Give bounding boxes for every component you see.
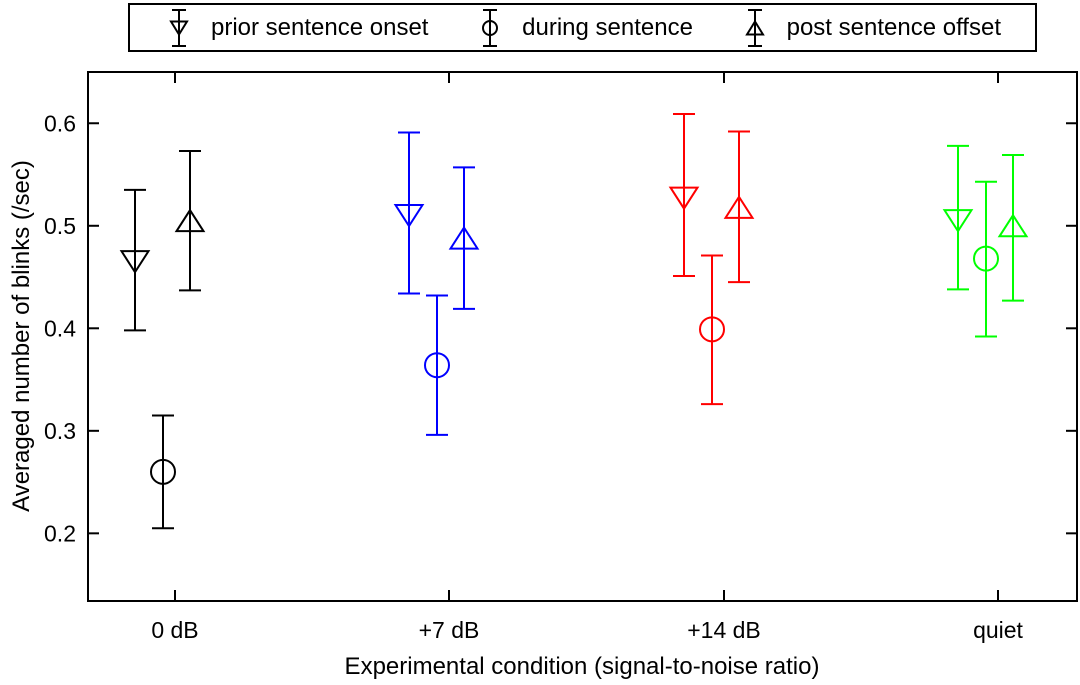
- triangle-down-errorbar-icon: [169, 8, 189, 47]
- legend-item-prior-sentence-onset: prior sentence onset: [164, 7, 428, 49]
- errorbar-during-sentence-quiet: [973, 180, 999, 338]
- x-tick-label-7-db: +7 dB: [419, 617, 480, 643]
- y-tick-label-0-5: 0.5: [44, 213, 76, 239]
- triangle-down-marker-icon: [169, 20, 189, 36]
- circle-marker-icon: [150, 458, 176, 485]
- triangle-up-marker-icon: [174, 208, 206, 233]
- circle-marker-icon: [482, 19, 499, 36]
- circle-marker-icon: [699, 316, 725, 343]
- triangle-down-marker-icon: [393, 204, 425, 228]
- errorbar-post-sentence-offset-14-db: [723, 130, 755, 284]
- errorbar-during-sentence-0-db: [150, 414, 176, 530]
- x-tick-label-14-db: +14 dB: [687, 617, 761, 643]
- legend-item-post-sentence-offset: post sentence offset: [740, 7, 1001, 49]
- triangle-up-marker-icon: [744, 19, 765, 35]
- triangle-down-marker-icon: [668, 186, 700, 211]
- legend-item-label: prior sentence onset: [211, 13, 429, 41]
- circle-marker-icon: [424, 352, 450, 379]
- y-tick-label-0-3: 0.3: [44, 418, 76, 444]
- legend-item-during-sentence: during sentence: [475, 7, 693, 49]
- triangle-up-marker-icon: [448, 225, 480, 250]
- circle-errorbar-icon: [482, 8, 499, 47]
- errorbar-during-sentence-14-db: [699, 254, 725, 406]
- y-tick-label-0-2: 0.2: [44, 520, 76, 546]
- errorbar-prior-sentence-onset-quiet: [942, 144, 974, 291]
- y-tick-label-0-4: 0.4: [44, 315, 76, 341]
- errorbar-post-sentence-offset-7-db: [448, 166, 480, 310]
- errorbar-during-sentence-7-db: [424, 294, 450, 436]
- triangle-up-marker-icon: [723, 194, 755, 219]
- x-tick-label-quiet: quiet: [973, 617, 1023, 643]
- errorbar-post-sentence-offset-quiet: [997, 154, 1029, 302]
- triangle-up-errorbar-icon: [744, 8, 765, 47]
- plot-border: [87, 71, 1078, 602]
- x-axis-label: Experimental condition (signal-to-noise …: [344, 653, 820, 680]
- triangle-down-marker-icon: [119, 250, 151, 275]
- y-tick-label-0-6: 0.6: [44, 110, 76, 136]
- triangle-down-marker-icon: [942, 209, 974, 234]
- legend-item-label: post sentence offset: [786, 13, 1001, 41]
- errorbar-prior-sentence-onset-0-db: [119, 188, 151, 332]
- errorbar-prior-sentence-onset-14-db: [668, 113, 700, 278]
- triangle-up-marker-icon: [997, 213, 1029, 238]
- legend: prior sentence onset during sentence post …: [128, 3, 1037, 52]
- y-axis-label: Averaged number of blinks (/sec): [8, 160, 35, 512]
- errorbar-post-sentence-offset-0-db: [174, 149, 206, 292]
- circle-marker-icon: [973, 245, 999, 272]
- errorbar-prior-sentence-onset-7-db: [393, 131, 425, 295]
- legend-item-label: during sentence: [522, 13, 693, 41]
- x-tick-label-0-db: 0 dB: [151, 617, 198, 643]
